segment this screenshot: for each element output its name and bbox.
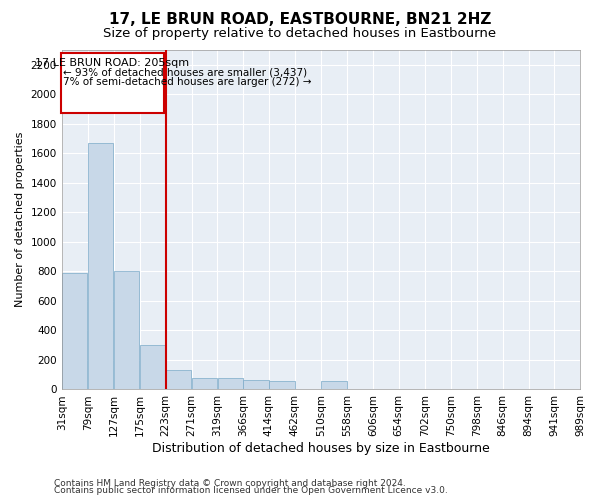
Bar bbox=[140, 345, 165, 390]
Bar bbox=[192, 378, 217, 390]
Bar bbox=[269, 382, 295, 390]
Text: Contains HM Land Registry data © Crown copyright and database right 2024.: Contains HM Land Registry data © Crown c… bbox=[54, 478, 406, 488]
Bar bbox=[166, 370, 191, 390]
Y-axis label: Number of detached properties: Number of detached properties bbox=[15, 132, 25, 308]
Text: ← 93% of detached houses are smaller (3,437): ← 93% of detached houses are smaller (3,… bbox=[63, 68, 307, 78]
Text: 7% of semi-detached houses are larger (272) →: 7% of semi-detached houses are larger (2… bbox=[63, 78, 311, 88]
Bar bbox=[114, 272, 139, 390]
Bar bbox=[218, 378, 242, 390]
Bar bbox=[321, 382, 347, 390]
X-axis label: Distribution of detached houses by size in Eastbourne: Distribution of detached houses by size … bbox=[152, 442, 490, 455]
Text: Size of property relative to detached houses in Eastbourne: Size of property relative to detached ho… bbox=[103, 28, 497, 40]
Bar bbox=[88, 143, 113, 390]
Text: 17, LE BRUN ROAD, EASTBOURNE, BN21 2HZ: 17, LE BRUN ROAD, EASTBOURNE, BN21 2HZ bbox=[109, 12, 491, 28]
Bar bbox=[243, 380, 269, 390]
Text: Contains public sector information licensed under the Open Government Licence v3: Contains public sector information licen… bbox=[54, 486, 448, 495]
Bar bbox=[62, 273, 88, 390]
FancyBboxPatch shape bbox=[61, 53, 164, 114]
Text: 17 LE BRUN ROAD: 205sqm: 17 LE BRUN ROAD: 205sqm bbox=[35, 58, 190, 68]
